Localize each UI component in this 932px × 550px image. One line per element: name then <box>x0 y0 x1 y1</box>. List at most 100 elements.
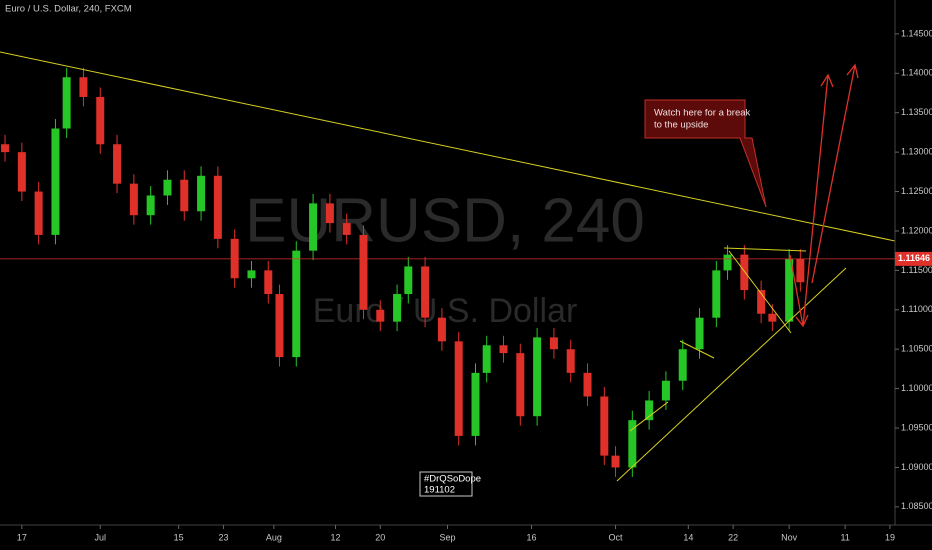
candle-body <box>180 179 189 212</box>
y-tick-label: 1.13000 <box>901 147 932 157</box>
trend-line <box>679 340 715 359</box>
candle-body <box>404 266 413 295</box>
watermark: EURUSD, 240 <box>245 186 645 255</box>
callout-box <box>644 99 767 208</box>
candle-body <box>197 175 206 212</box>
candle-body <box>17 152 26 192</box>
candle-body <box>376 309 385 322</box>
x-tick-label: Aug <box>266 532 282 542</box>
candle-body <box>796 258 805 283</box>
candle-body <box>325 203 334 224</box>
candle-body <box>437 317 446 342</box>
tag-box <box>419 471 473 497</box>
trend-line <box>0 51 896 242</box>
chart-title: Euro / U.S. Dollar, 240, FXCM <box>5 4 132 15</box>
candle-body <box>163 179 172 196</box>
x-tick-label: 16 <box>527 532 537 542</box>
candle-body <box>51 128 60 235</box>
arrow <box>811 63 859 284</box>
candle-body <box>757 290 766 314</box>
x-tick-label: 23 <box>218 532 228 542</box>
candle-body <box>583 372 592 397</box>
candle-body <box>678 349 687 381</box>
candle-body <box>628 420 637 468</box>
trend-line <box>629 401 669 432</box>
candle-body <box>471 372 480 436</box>
candle-body <box>264 270 273 295</box>
y-tick-label: 1.12500 <box>901 186 932 196</box>
candle-body <box>292 250 301 358</box>
y-tick-label: 1.12000 <box>901 225 932 235</box>
candle-body <box>516 353 525 417</box>
x-tick-label: 11 <box>840 532 849 542</box>
candle-body <box>79 77 88 97</box>
x-tick-label: 15 <box>174 532 184 542</box>
candle-body <box>393 294 402 322</box>
candle-body <box>213 175 222 239</box>
annotation: to the upside <box>654 120 708 131</box>
x-tick-label: 20 <box>375 532 385 542</box>
y-tick-label: 1.10000 <box>901 383 932 393</box>
candle-body <box>600 396 609 456</box>
candle-body <box>611 455 620 468</box>
x-tick-label: 12 <box>330 532 340 542</box>
y-tick-label: 1.14000 <box>901 68 932 78</box>
x-tick-label: Sep <box>439 532 455 542</box>
candle-body <box>34 191 43 235</box>
candle-body <box>454 341 463 436</box>
tag: 191102 <box>424 485 455 496</box>
x-tick-label: 22 <box>728 532 738 542</box>
candle-body <box>129 183 138 216</box>
x-tick-label: 14 <box>683 532 693 542</box>
x-tick-label: Oct <box>609 532 624 542</box>
candle-body <box>661 380 670 401</box>
candle-body <box>113 144 122 184</box>
trend-line <box>728 250 792 334</box>
x-tick-label: 17 <box>17 532 27 542</box>
y-tick-label: 1.14500 <box>901 28 932 38</box>
candle-body <box>359 234 368 310</box>
arrow <box>802 73 834 327</box>
y-tick-label: 1.08500 <box>901 501 932 511</box>
candle-body <box>421 266 430 318</box>
candle-body <box>695 317 704 350</box>
candle-body <box>533 337 542 417</box>
last-price-label: 1.11646 <box>898 253 930 263</box>
tag: #DrQSoDope <box>424 474 481 485</box>
y-tick-label: 1.09000 <box>901 462 932 472</box>
candle-body <box>96 96 105 145</box>
candle-body <box>740 254 749 291</box>
candle-body <box>566 349 575 373</box>
y-tick-label: 1.10500 <box>901 344 932 354</box>
candle-body <box>645 400 654 421</box>
y-tick-label: 1.11500 <box>901 265 932 275</box>
trend-line <box>723 247 807 252</box>
x-tick-label: Jul <box>94 532 106 542</box>
candle-body <box>768 313 777 322</box>
x-tick-label: 19 <box>885 532 895 542</box>
candle-body <box>549 337 558 350</box>
candle-body <box>146 195 155 216</box>
candle-body <box>1 144 10 153</box>
trend-line <box>616 267 847 482</box>
candle-body <box>275 294 284 358</box>
candle-body <box>62 77 71 129</box>
y-tick-label: 1.11000 <box>901 304 932 314</box>
x-tick-label: Nov <box>781 532 798 542</box>
candle-body <box>482 345 491 373</box>
annotation: Watch here for a break <box>654 108 751 119</box>
drawings <box>0 51 896 497</box>
y-tick-label: 1.13500 <box>901 107 932 117</box>
candle-body <box>785 258 794 322</box>
candle-body <box>712 270 721 318</box>
candle-body <box>499 345 508 354</box>
last-price-box <box>895 251 932 266</box>
candle-body <box>247 270 256 279</box>
plot <box>0 67 895 477</box>
candle-body <box>723 254 732 271</box>
y-tick-label: 1.09500 <box>901 422 932 432</box>
candle-body <box>342 223 351 235</box>
candle-body <box>309 203 318 251</box>
